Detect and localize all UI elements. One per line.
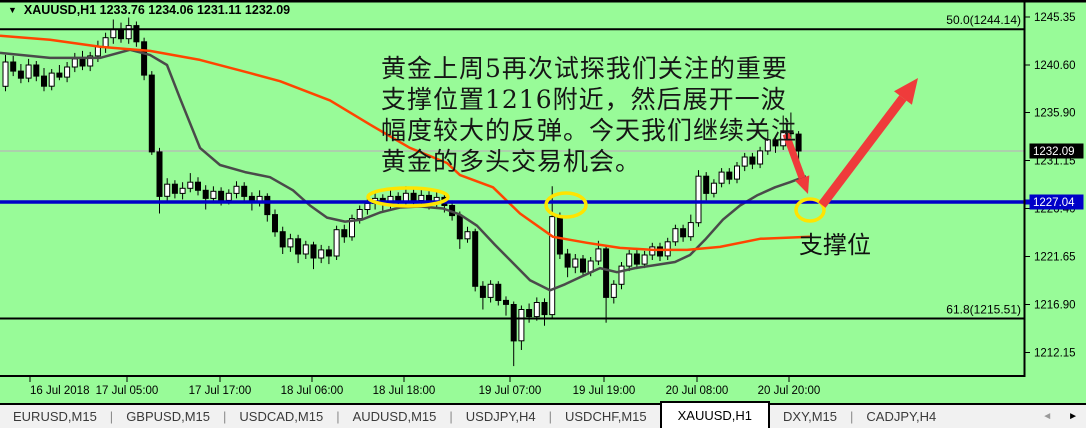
tab-separator: |	[850, 409, 854, 424]
svg-text:19 Jul 19:00: 19 Jul 19:00	[573, 385, 636, 397]
chart-title-row: ▼ XAUUSD,H1 1233.76 1234.06 1231.11 1232…	[8, 3, 290, 17]
current-price-badge: 1232.09	[1029, 143, 1084, 159]
svg-text:50.0(1244.14): 50.0(1244.14)	[946, 13, 1021, 27]
tab-dxy-m15[interactable]: DXY,M15	[783, 409, 838, 424]
tab-usdcad-m15[interactable]: USDCAD,M15	[239, 409, 324, 424]
chart-area: 50.0(1244.14) 61.8(1215.51) 1245.35 1240.60…	[0, 0, 1086, 403]
note-line: 黄金上周5再次试探我们关注的重要	[381, 54, 788, 83]
tab-separator: |	[109, 409, 114, 424]
highlight-ellipse	[794, 197, 826, 223]
svg-text:1221.65: 1221.65	[1034, 252, 1076, 264]
tab-usdchf-m15[interactable]: USDCHF,M15	[565, 409, 647, 424]
chart-title: XAUUSD,H1 1233.76 1234.06 1231.11 1232.0…	[23, 3, 291, 17]
tab-scroll-right-icon[interactable]: ►	[1068, 411, 1078, 422]
tab-scroll-controls: ◄ ►	[1042, 411, 1086, 422]
tab-gbpusd-m15[interactable]: GBPUSD,M15	[126, 409, 210, 424]
support-level-label: 支撑位	[799, 231, 871, 259]
svg-text:1232.09: 1232.09	[1033, 146, 1075, 158]
tab-xauusd-h1[interactable]: XAUUSD,H1	[659, 401, 771, 428]
tab-eurusd-m15[interactable]: EURUSD,M15	[13, 409, 97, 424]
svg-text:17 Jul 17:00: 17 Jul 17:00	[189, 385, 252, 397]
tab-audusd-m15[interactable]: AUDUSD,M15	[352, 409, 437, 424]
svg-text:17 Jul 05:00: 17 Jul 05:00	[96, 385, 159, 397]
tab-separator: |	[223, 409, 227, 424]
fib-level[interactable]: 50.0(1244.14)	[0, 13, 1025, 31]
svg-text:61.8(1215.51): 61.8(1215.51)	[946, 303, 1021, 317]
tab-separator: |	[449, 409, 453, 424]
note-line: 支撑位置1216附近，然后展开一波	[381, 85, 787, 114]
svg-text:1212.15: 1212.15	[1034, 348, 1076, 360]
ma-red-line	[0, 34, 811, 252]
svg-text:18 Jul 06:00: 18 Jul 06:00	[281, 385, 344, 397]
tab-separator: |	[336, 409, 340, 424]
support-hline[interactable]	[0, 199, 1031, 205]
note-line: 幅度较大的反弹。今天我们继续关注	[381, 116, 798, 145]
top-border	[0, 0, 1086, 3]
svg-text:16 Jul 2018: 16 Jul 2018	[30, 385, 89, 397]
tab-cadjpy-h4[interactable]: CADJPY,H4	[866, 409, 937, 424]
time-axis: 16 Jul 2018 17 Jul 05:00 17 Jul 17:00 18 Ju…	[29, 377, 821, 397]
tab-separator: |	[548, 409, 552, 424]
svg-text:20 Jul 20:00: 20 Jul 20:00	[758, 385, 821, 397]
highlight-ellipse	[366, 186, 450, 208]
svg-text:20 Jul 08:00: 20 Jul 08:00	[666, 385, 729, 397]
highlight-ellipse	[544, 191, 588, 219]
tab-scroll-left-icon[interactable]: ◄	[1042, 411, 1053, 422]
svg-text:19 Jul 07:00: 19 Jul 07:00	[479, 385, 542, 397]
candlestick-chart[interactable]: 50.0(1244.14) 61.8(1215.51) 1245.35 1240.60…	[0, 0, 1086, 403]
symbol-dropdown-icon[interactable]: ▼	[8, 4, 17, 15]
chart-tab-bar: EURUSD,M15 | GBPUSD,M15 | USDCAD,M15 | AUDUSD,…	[0, 401, 1086, 428]
red-arrow	[782, 132, 810, 194]
svg-text:1235.90: 1235.90	[1034, 108, 1076, 120]
svg-text:18 Jul 18:00: 18 Jul 18:00	[373, 385, 436, 397]
tab-usdjpy-h4[interactable]: USDJPY,H4	[465, 409, 536, 424]
price-axis: 1245.351240.601235.901231.151226.401221.…	[1025, 12, 1076, 360]
svg-text:1245.35: 1245.35	[1034, 12, 1076, 24]
support-price-badge: 1227.04	[1029, 194, 1084, 210]
svg-text:1216.90: 1216.90	[1034, 300, 1076, 312]
analysis-note: 黄金上周5再次试探我们关注的重要 支撑位置1216附近，然后展开一波 幅度较大的…	[381, 53, 797, 177]
note-line: 黄金的多头交易机会。	[381, 147, 642, 176]
svg-text:1227.04: 1227.04	[1033, 197, 1075, 209]
fib-level[interactable]: 61.8(1215.51)	[0, 303, 1025, 320]
svg-text:1240.60: 1240.60	[1034, 60, 1076, 72]
red-arrow	[818, 78, 918, 208]
